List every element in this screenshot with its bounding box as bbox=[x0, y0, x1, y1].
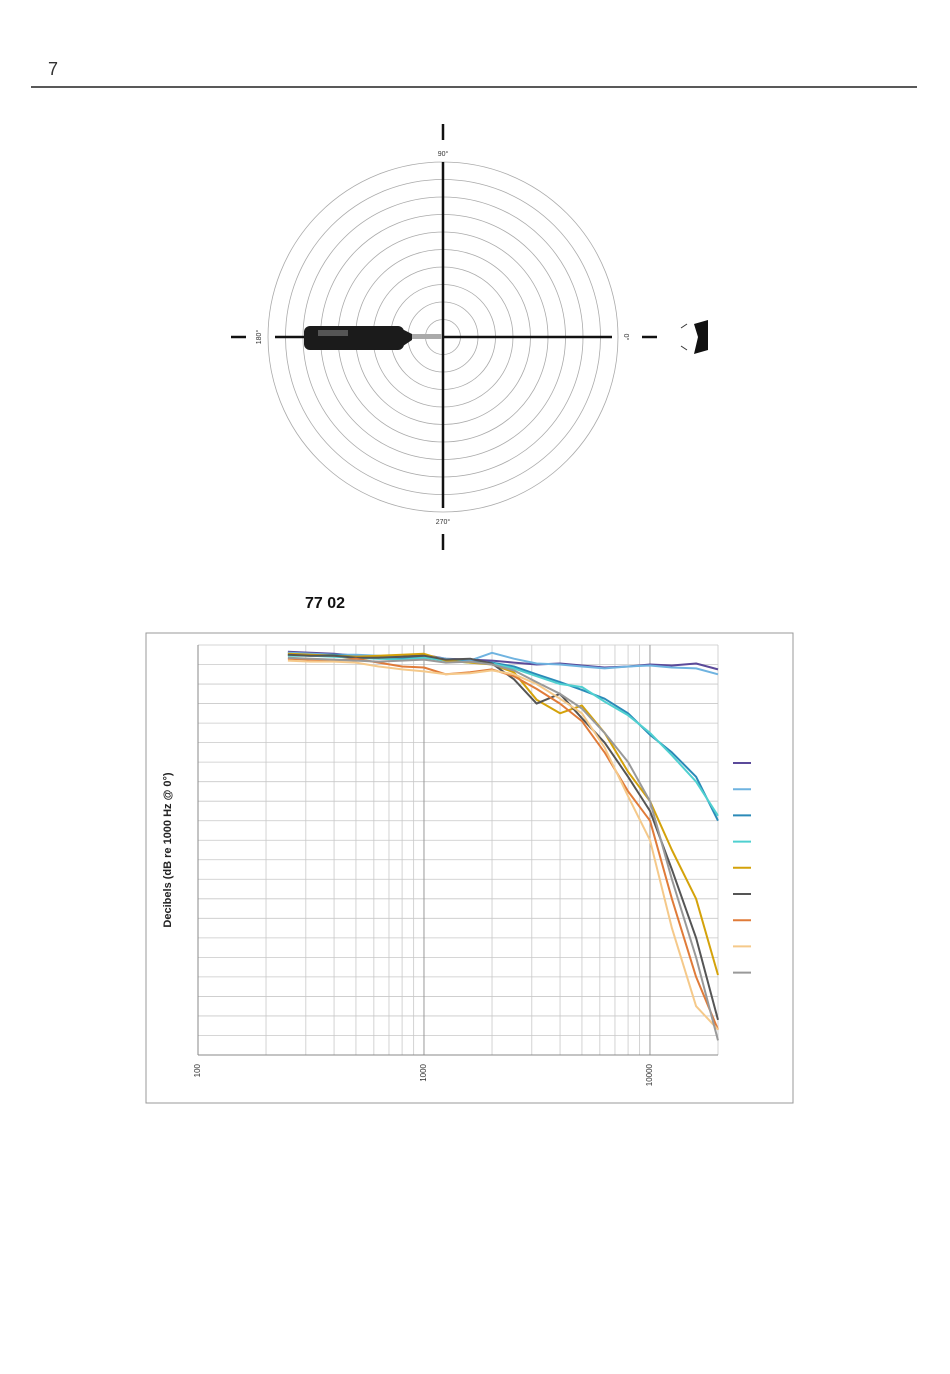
data-line bbox=[287, 653, 719, 1021]
data-line bbox=[287, 657, 719, 1030]
polar-label: 0° bbox=[622, 334, 630, 341]
speaker-icon bbox=[680, 320, 708, 354]
chart-frame bbox=[145, 632, 794, 1104]
x-tick-label: 100 bbox=[193, 1063, 202, 1077]
polar-label: 90° bbox=[438, 150, 449, 158]
x-tick-label: 1000 bbox=[419, 1063, 428, 1081]
data-line bbox=[287, 656, 719, 1041]
data-line bbox=[287, 654, 719, 817]
chart-title: 77 02 bbox=[305, 595, 345, 612]
y-axis-label: Decibels (dB re 1000 Hz @ 0°) bbox=[162, 772, 174, 927]
meter-device bbox=[304, 326, 442, 350]
x-tick-label: 10000 bbox=[645, 1063, 654, 1086]
data-line bbox=[287, 651, 719, 676]
polar-label: 270° bbox=[436, 518, 451, 526]
polar-label: 180° bbox=[255, 330, 263, 345]
data-line bbox=[287, 659, 719, 1031]
polar-axes bbox=[231, 124, 657, 550]
page-number: 7 bbox=[48, 59, 58, 79]
